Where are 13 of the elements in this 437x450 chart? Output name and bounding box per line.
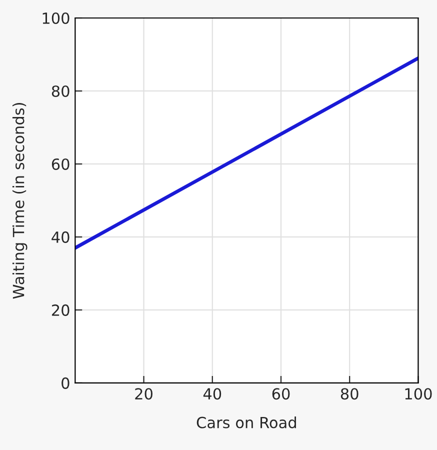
x-axis-title: Cars on Road — [196, 416, 296, 428]
y-tick-label: 100 — [42, 12, 70, 24]
x-tick-label: 80 — [340, 388, 358, 400]
y-axis-title: Waiting Time (in seconds) — [12, 102, 28, 299]
y-tick-label: 60 — [52, 158, 70, 170]
y-tick-label: 0 — [62, 377, 70, 389]
y-tick-label: 80 — [52, 85, 70, 98]
x-tick-label: 40 — [203, 388, 222, 400]
x-tick-label: 100 — [405, 388, 432, 400]
x-tick-label: 20 — [135, 388, 152, 400]
x-tick-label: 60 — [272, 388, 290, 400]
y-tick-label: 40 — [52, 231, 70, 243]
y-tick-label: 20 — [52, 304, 70, 316]
